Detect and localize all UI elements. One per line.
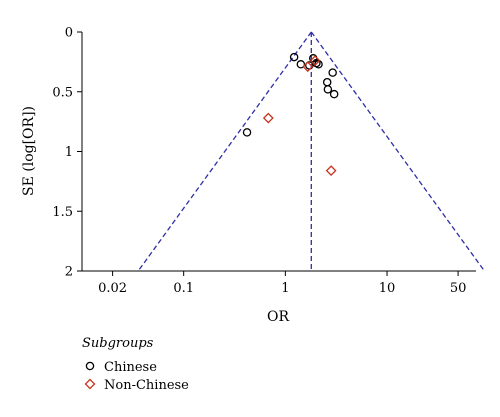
point-non-chinese [262, 112, 274, 124]
funnel-left-limit [137, 31, 312, 272]
legend-label-chinese: Chinese [104, 360, 157, 375]
point-chinese [296, 60, 306, 69]
x-axis-title: OR [267, 309, 289, 325]
legend-marker-chinese [85, 361, 95, 371]
x-tick-label: 10 [379, 281, 396, 296]
axis-ticks: 0 0.5 1 1.5 2 0.02 0.1 1 10 50 [52, 26, 466, 297]
x-tick-label: 0.1 [173, 281, 194, 296]
x-tick-label: 1 [281, 281, 289, 296]
y-tick-label: 1.5 [52, 205, 73, 220]
y-tick-label: 2 [65, 265, 73, 280]
point-non-chinese [302, 61, 314, 73]
legend-title: Subgroups [82, 336, 154, 351]
y-tick-label: 1 [65, 145, 73, 160]
point-chinese [322, 77, 332, 87]
point-non-chinese [309, 55, 321, 67]
point-chinese [242, 128, 252, 137]
y-tick-label: 0 [65, 26, 73, 41]
y-axis-title: SE (log[OR]) [21, 106, 37, 196]
point-chinese [323, 85, 333, 94]
y-tick-label: 0.5 [52, 85, 73, 100]
funnel-right-limit [310, 31, 485, 272]
legend-marker-non-chinese [84, 378, 96, 390]
x-tick-label: 50 [450, 281, 467, 296]
legend: Subgroups Chinese Non-Chinese [82, 336, 189, 393]
plot-frame [81, 32, 476, 272]
point-non-chinese [325, 165, 337, 177]
data-points [242, 52, 339, 177]
legend-label-non-chinese: Non-Chinese [104, 378, 189, 393]
point-chinese [328, 68, 337, 77]
x-tick-label: 0.02 [98, 281, 127, 296]
point-chinese [329, 89, 339, 99]
point-chinese [289, 52, 299, 62]
funnel-lines [137, 31, 485, 272]
